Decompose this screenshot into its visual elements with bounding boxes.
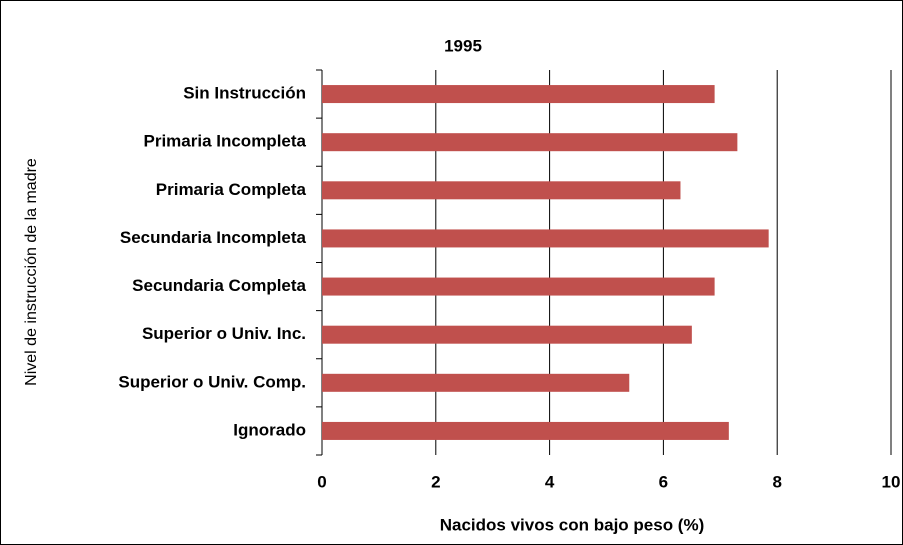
x-axis-label: Nacidos vivos con bajo peso (%)	[440, 515, 705, 534]
y-tick-label: Secundaria Completa	[132, 276, 306, 295]
y-tick-label: Primaria Incompleta	[143, 132, 306, 151]
bar	[322, 181, 681, 200]
bar	[322, 421, 729, 440]
bar	[322, 133, 738, 152]
bar	[322, 325, 692, 344]
y-tick-label: Sin Instrucción	[183, 84, 306, 103]
y-axis-label: Nivel de instrucción de la madre	[23, 158, 40, 386]
bar	[322, 85, 715, 104]
y-tick-label: Secundaria Incompleta	[120, 228, 307, 247]
x-tick-label: 8	[772, 472, 781, 491]
x-tick-label: 2	[431, 472, 440, 491]
bar	[322, 373, 630, 392]
x-tick-label: 4	[545, 472, 555, 491]
y-tick-label: Primaria Completa	[156, 180, 307, 199]
y-tick-label: Superior o Univ. Inc.	[142, 324, 306, 343]
bar	[322, 229, 769, 248]
x-tick-label: 10	[882, 472, 901, 491]
bar	[322, 277, 715, 296]
chart-title: 1995	[444, 36, 482, 55]
x-tick-label: 6	[659, 472, 668, 491]
x-tick-label: 0	[317, 472, 326, 491]
y-tick-label: Superior o Univ. Comp.	[118, 372, 306, 391]
y-tick-label: Ignorado	[233, 420, 306, 439]
